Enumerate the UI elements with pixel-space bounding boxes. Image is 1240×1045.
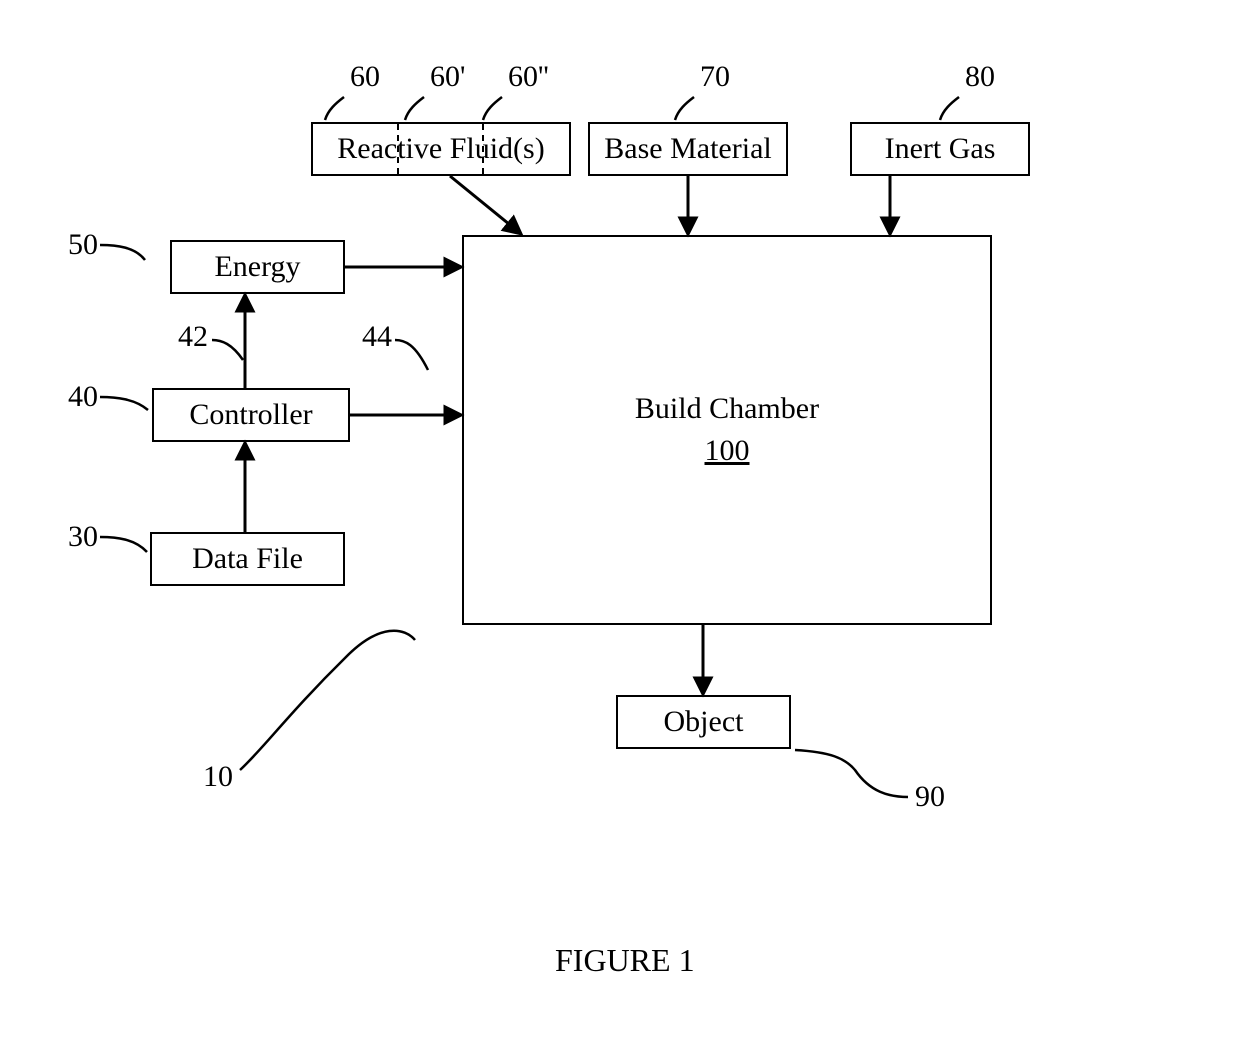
build-chamber-sublabel: 100 [705, 434, 750, 468]
ref-60p: 60' [430, 60, 465, 94]
ref-42: 42 [178, 320, 208, 354]
ref-60: 60 [350, 60, 380, 94]
ref-10: 10 [203, 760, 233, 794]
build-chamber-box: Build Chamber 100 [462, 235, 992, 625]
figure-title: FIGURE 1 [555, 942, 695, 979]
controller-label: Controller [189, 398, 312, 432]
datafile-label: Data File [192, 542, 303, 576]
object-box: Object [616, 695, 791, 749]
datafile-box: Data File [150, 532, 345, 586]
ref-80: 80 [965, 60, 995, 94]
ref-60pp: 60'' [508, 60, 549, 94]
base-material-box: Base Material [588, 122, 788, 176]
ref-40: 40 [68, 380, 98, 414]
ref-30: 30 [68, 520, 98, 554]
ref-70: 70 [700, 60, 730, 94]
build-chamber-label: Build Chamber [635, 392, 819, 426]
controller-box: Controller [152, 388, 350, 442]
ref-50: 50 [68, 228, 98, 262]
reactive-fluids-label: Reactive Fluid(s) [337, 132, 544, 166]
energy-box: Energy [170, 240, 345, 294]
base-material-label: Base Material [604, 132, 771, 166]
object-label: Object [664, 705, 744, 739]
reactive-fluids-box: Reactive Fluid(s) [311, 122, 571, 176]
inert-gas-box: Inert Gas [850, 122, 1030, 176]
inert-gas-label: Inert Gas [885, 132, 996, 166]
ref-44: 44 [362, 320, 392, 354]
ref-90: 90 [915, 780, 945, 814]
energy-label: Energy [214, 250, 300, 284]
